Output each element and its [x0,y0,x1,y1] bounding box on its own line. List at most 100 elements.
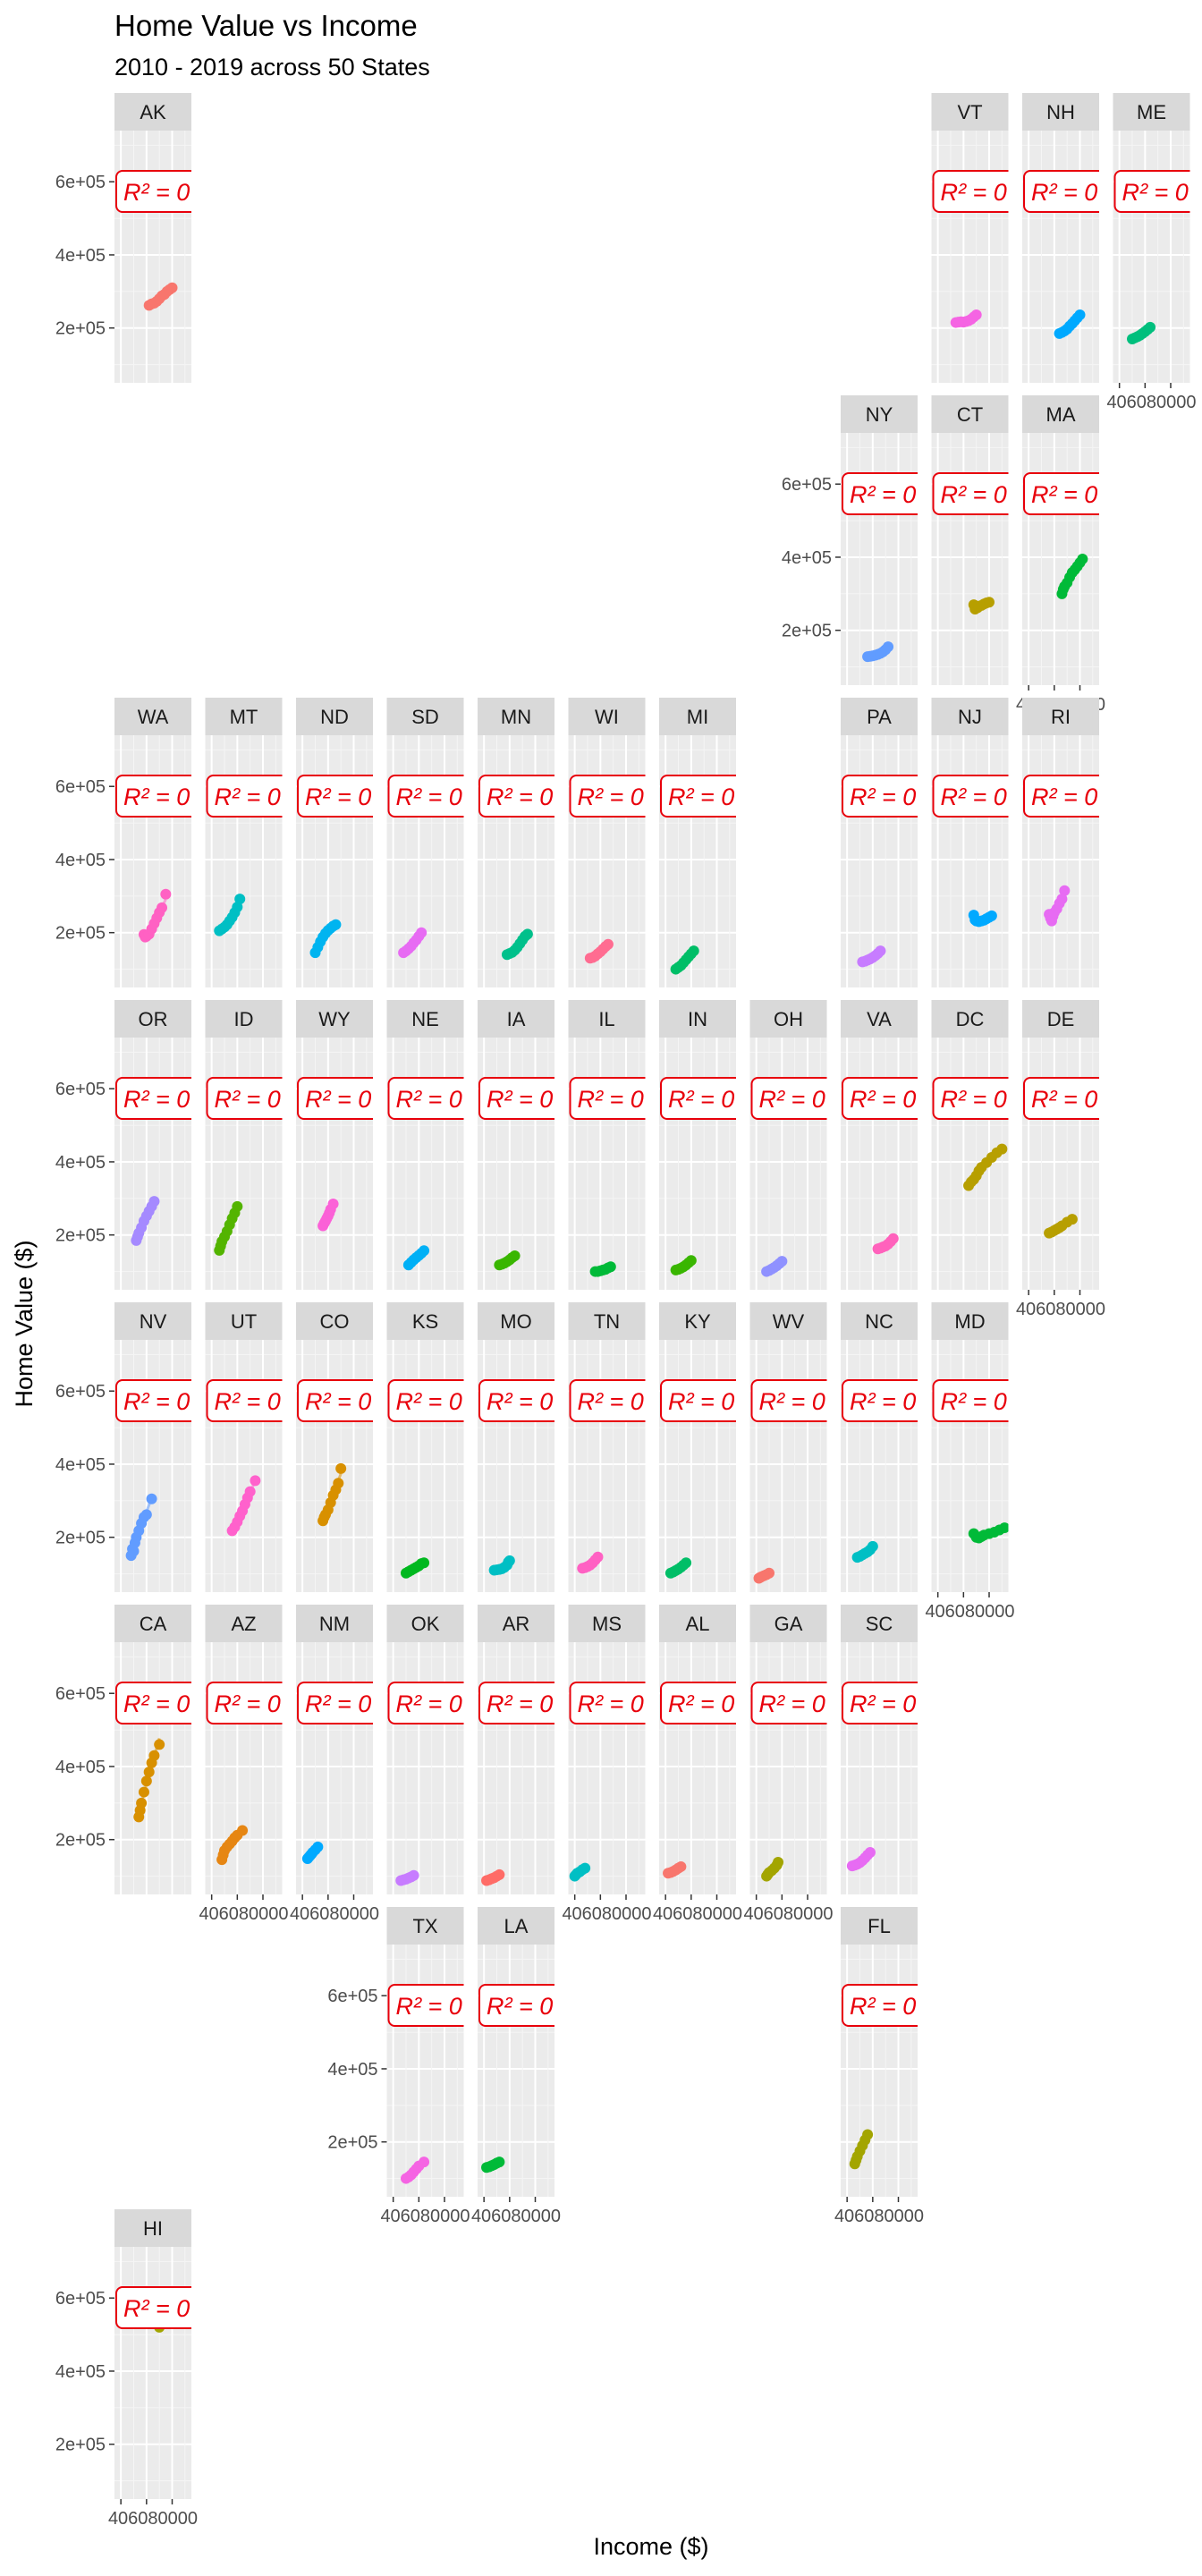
facet-panel-ar: AR R² = 0 [478,1605,554,1894]
panel-background [114,131,191,383]
facet-panel-ca: CA R² = 0 2e+05 4e+05 6e+05 [55,1605,191,1894]
facet-strip-label: SD [411,706,439,728]
panel-content: R² = 0 [206,1077,283,1256]
panel-background [478,1945,554,2197]
x-tick-labels: 406080000 [199,1904,288,1924]
data-point [970,309,982,320]
x-tick-labels: 406080000 [743,1904,833,1924]
r2-label-box [115,170,191,213]
r2-label: R² = 0 [396,1690,462,1717]
panel-content: R² = 0 [387,1682,464,1886]
r2-label: R² = 0 [487,1690,553,1717]
panel-content: R² = 0 [569,1682,646,1882]
data-point [1059,885,1071,896]
facet-panel-ut: UT R² = 0 [205,1302,283,1592]
facet-strip-label: DE [1047,1008,1075,1030]
r2-label-box [297,1379,373,1422]
facet-strip-label: CA [140,1613,167,1635]
r2-label-box [660,1077,736,1120]
panel-content: R² = 0 [842,1077,918,1255]
x-tick-labels: 406080000 [290,1904,379,1924]
facet-strip-label: AL [686,1613,710,1635]
r2-label-box [387,1682,464,1724]
r2-label-box [1113,170,1190,213]
panel-content: R² = 0 [115,1682,191,1823]
facet-panel-ak: AK R² = 0 2e+05 4e+05 6e+05 [55,93,191,383]
facet-strip [841,698,918,735]
data-point [996,1143,1008,1155]
facet-strip-label: AR [503,1613,530,1635]
facet-strip [114,698,191,735]
r2-label: R² = 0 [668,1086,734,1113]
facet-panel-nc: NC R² = 0 [841,1302,918,1592]
panel-content: R² = 0 [932,170,1009,328]
facet-panel-nv: NV R² = 0 2e+05 4e+05 6e+05 [55,1302,191,1592]
facet-panel-ct: CT R² = 0 [931,395,1009,685]
r2-label: R² = 0 [941,481,1007,508]
r2-label-box [478,1682,554,1724]
r2-label-box [387,1077,464,1120]
panel-background [478,1642,554,1894]
data-point [986,910,997,921]
r2-label: R² = 0 [215,1086,281,1113]
facet-strip [114,1000,191,1038]
data-point [1077,554,1088,564]
r2-label: R² = 0 [123,1388,190,1415]
panel-background [205,1340,283,1592]
r2-label-box [842,1984,918,2027]
facet-strip [1022,93,1099,131]
y-axis-title: Home Value ($) [11,1240,38,1407]
data-point [580,1862,591,1874]
panel-content: R² = 0 [660,775,736,975]
y-tick-label: 6e+05 [55,1684,106,1704]
chart-subtitle: 2010 - 2019 across 50 States [114,54,430,80]
panel-content: R² = 0 [478,1077,554,1271]
facet-panel-mt: MT R² = 0 [205,698,283,987]
panel-content: R² = 0 [842,1984,918,2170]
data-point [494,2157,505,2168]
panel-background [114,735,191,987]
data-point [494,1868,505,1880]
r2-label-box [206,1077,283,1120]
panel-content: R² = 0 [387,775,464,959]
panel-content: R² = 0 [1113,170,1190,344]
facet-panel-fl: FL R² = 0 406080000 [834,1907,924,2226]
facet-panel-ny: NY R² = 0 2e+05 4e+05 6e+05 [782,395,918,685]
r2-label: R² = 0 [215,784,281,810]
facet-panel-nd: ND R² = 0 [296,698,373,987]
facet-panel-pa: PA R² = 0 [841,698,918,987]
data-point [333,1478,344,1489]
y-tick-label: 4e+05 [327,2060,377,2080]
y-tick-label: 4e+05 [55,1758,106,1777]
data-point [685,1255,697,1267]
panel-content: R² = 0 [842,1379,918,1563]
data-point [250,1475,261,1487]
r2-label-box [750,1379,827,1422]
r2-label: R² = 0 [578,1086,644,1113]
facet-strip-label: WA [138,706,169,728]
r2-label-box [478,1379,554,1422]
facet-strip [568,698,646,735]
data-point [312,1841,324,1852]
panel-background [386,1642,464,1894]
facet-panel-wv: WV R² = 0 [749,1302,827,1592]
facet-strip-label: FL [868,1915,891,1937]
r2-label-box [932,1379,1009,1422]
y-tick-label: 2e+05 [327,2133,377,2153]
panel-background [931,433,1009,685]
facet-panel-wy: WY R² = 0 [296,1000,373,1290]
x-tick-labels: 406080000 [653,1904,742,1924]
facet-strip [1022,698,1099,735]
data-point [999,1522,1009,1534]
gridlines [386,1945,464,2197]
panel-background [386,735,464,987]
facet-strip-label: TN [594,1310,620,1333]
y-tick-label: 6e+05 [55,2289,106,2309]
r2-label-box [1023,775,1099,818]
r2-label: R² = 0 [759,1086,825,1113]
y-tick-label: 6e+05 [55,777,106,797]
facet-strip-label: MD [954,1310,985,1333]
facet-strip [841,395,918,433]
panel-content: R² = 0 [842,775,918,968]
panel-background [205,1642,283,1894]
